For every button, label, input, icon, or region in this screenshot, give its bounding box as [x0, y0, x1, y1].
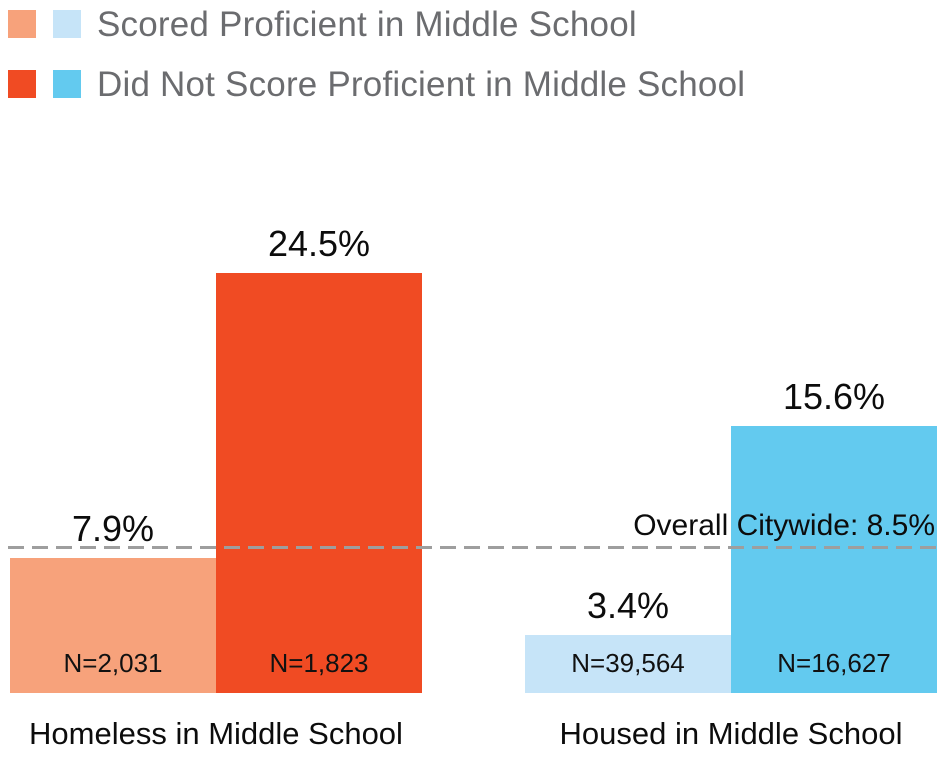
sample-size-label: N=2,031 — [63, 648, 163, 678]
legend-swatch-homeless-proficient — [8, 10, 36, 38]
legend: Scored Proficient in Middle School Did N… — [8, 7, 745, 130]
bar-housed-proficient: N=39,564 — [525, 634, 731, 693]
citywide-label: Overall Citywide: 8.5% — [633, 509, 935, 543]
sample-size-label: N=39,564 — [571, 648, 685, 678]
axis-label-homeless: Homeless in Middle School — [29, 716, 403, 751]
axis-label-housed: Housed in Middle School — [559, 716, 903, 751]
value-label: 3.4% — [586, 584, 670, 626]
sample-size-label: N=16,627 — [777, 648, 891, 678]
bar-column-homeless-proficient: 7.9% N=2,031 — [10, 507, 216, 693]
legend-label-scored-proficient: Scored Proficient in Middle School — [97, 4, 637, 44]
bar-column-housed-not-proficient: 15.6% N=16,627 — [731, 375, 937, 693]
legend-swatch-housed-proficient — [53, 10, 81, 38]
bar-housed-not-proficient: N=16,627 — [731, 425, 937, 693]
sample-size-label: N=1,823 — [269, 648, 369, 678]
value-label: 15.6% — [782, 375, 886, 417]
legend-label-not-proficient: Did Not Score Proficient in Middle Schoo… — [97, 64, 746, 104]
legend-swatch-homeless-not-proficient — [8, 70, 36, 98]
bar-column-housed-proficient: 3.4% N=39,564 — [525, 584, 731, 693]
citywide-reference-line — [8, 545, 940, 549]
bar-homeless-proficient: N=2,031 — [10, 557, 216, 693]
value-label: 7.9% — [71, 507, 155, 549]
legend-row-scored-proficient: Scored Proficient in Middle School — [8, 7, 745, 42]
legend-row-not-proficient: Did Not Score Proficient in Middle Schoo… — [8, 67, 745, 102]
bar-column-homeless-not-proficient: 24.5% N=1,823 — [216, 226, 422, 693]
bar-homeless-not-proficient: N=1,823 — [216, 273, 422, 693]
legend-swatch-housed-not-proficient — [53, 70, 81, 98]
value-label: 24.5% — [267, 223, 371, 264]
